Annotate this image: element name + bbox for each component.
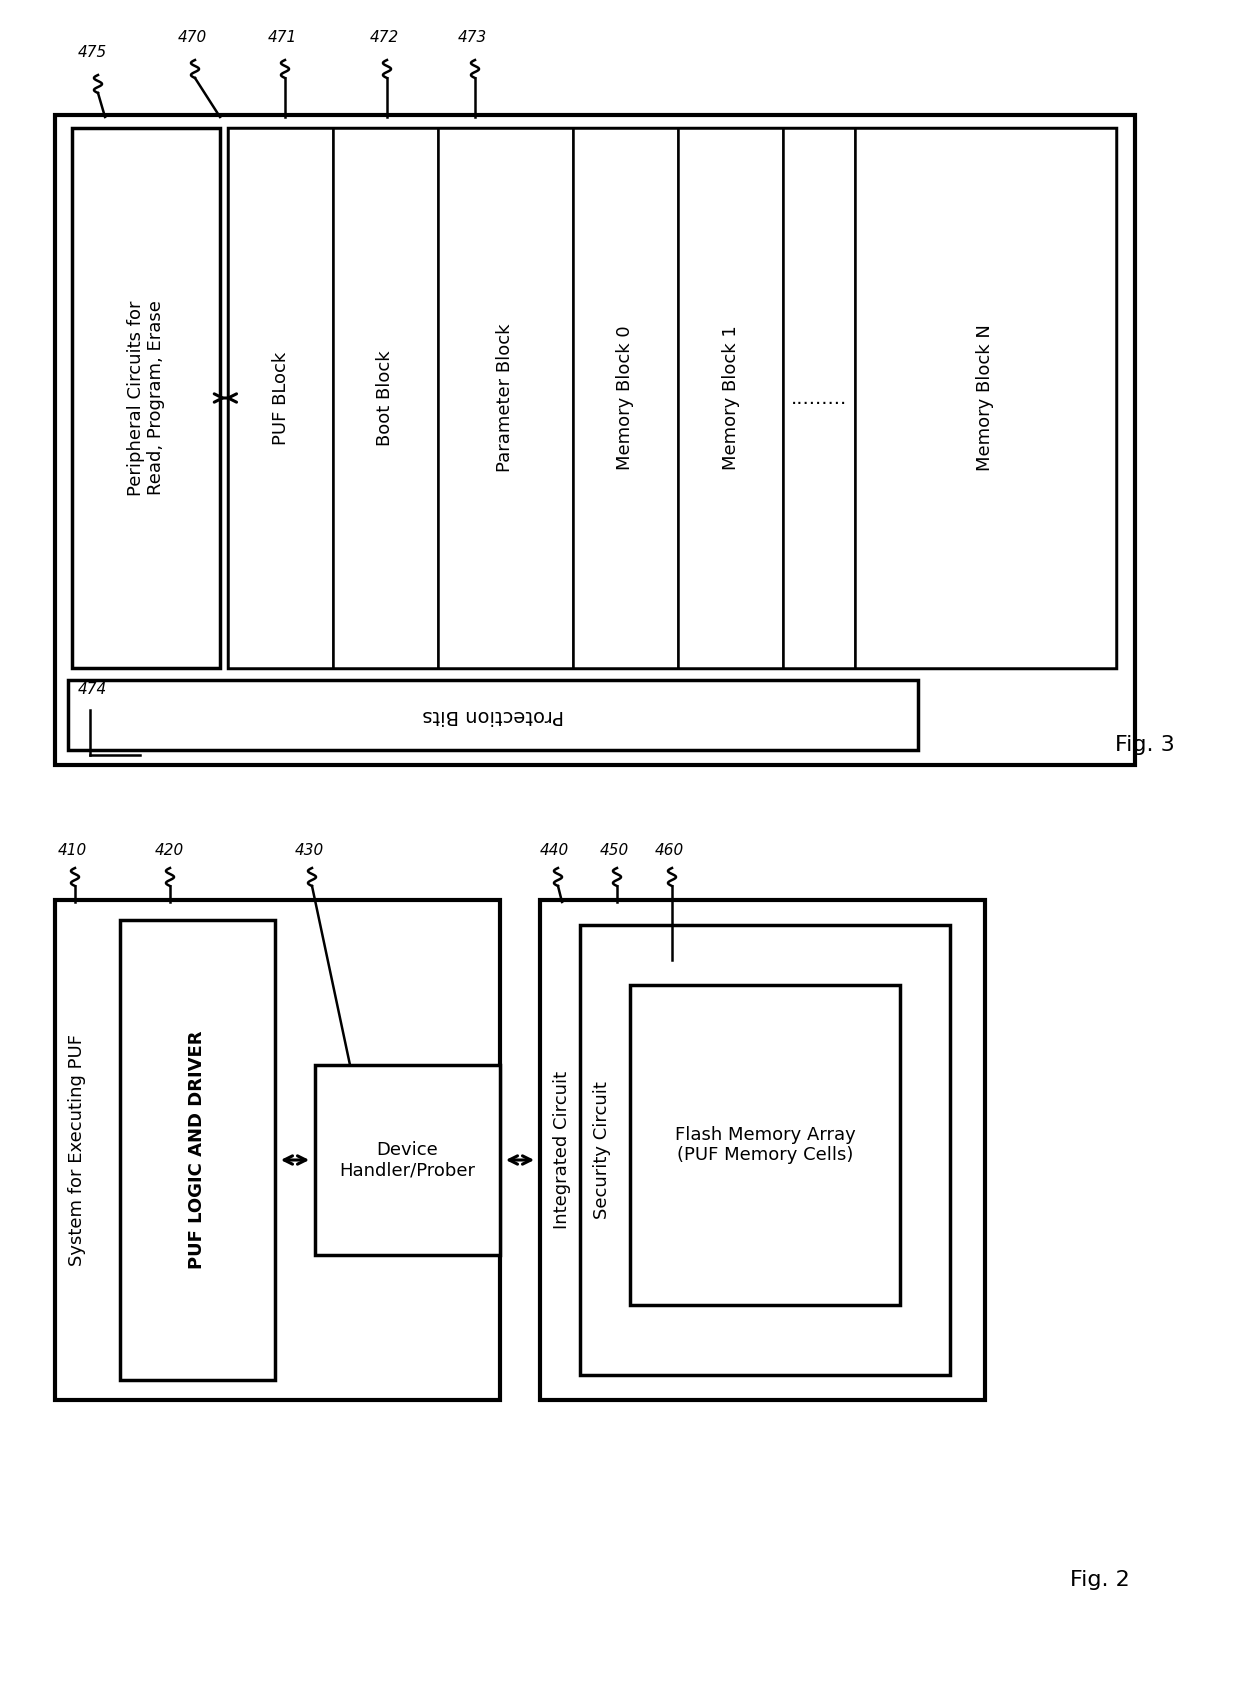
Text: Peripheral Circuits for
Read, Program, Erase: Peripheral Circuits for Read, Program, E… [126,300,165,495]
Bar [782,128,856,669]
Text: 420: 420 [155,844,185,859]
Bar [315,1064,500,1255]
Bar [580,925,950,1376]
Text: Protection Bits: Protection Bits [422,706,564,724]
Text: Device
Handler/Prober: Device Handler/Prober [340,1140,475,1179]
Bar [334,128,438,669]
Bar [573,128,678,669]
Bar [678,128,782,669]
Text: PUF LOGIC AND DRIVER: PUF LOGIC AND DRIVER [188,1031,207,1270]
Text: .........: ......... [791,389,847,408]
Text: Memory Block 0: Memory Block 0 [616,325,635,470]
Bar [228,128,334,669]
Text: 450: 450 [600,844,629,859]
Text: Fig. 3: Fig. 3 [1115,734,1174,754]
Bar [72,128,219,669]
Bar [438,128,573,669]
Text: 430: 430 [295,844,324,859]
Bar [539,899,985,1399]
Text: Parameter Block: Parameter Block [496,323,515,472]
Text: Boot Block: Boot Block [377,350,394,446]
Text: 410: 410 [58,844,87,859]
Text: 474: 474 [78,682,107,697]
Text: System for Executing PUF: System for Executing PUF [68,1034,86,1266]
Text: Flash Memory Array
(PUF Memory Cells): Flash Memory Array (PUF Memory Cells) [675,1125,856,1164]
Text: 472: 472 [370,30,399,45]
Text: Memory Block 1: Memory Block 1 [722,325,739,470]
Bar [55,899,500,1399]
Text: Fig. 2: Fig. 2 [1070,1569,1130,1590]
Bar [228,128,1116,669]
Text: 460: 460 [655,844,684,859]
Bar [120,919,275,1379]
Text: 440: 440 [539,844,569,859]
Text: 471: 471 [268,30,298,45]
Text: 473: 473 [458,30,487,45]
Text: Integrated Circuit: Integrated Circuit [553,1071,570,1229]
Bar [68,680,918,749]
Text: Memory Block N: Memory Block N [977,325,994,472]
Text: Security Circuit: Security Circuit [593,1081,611,1219]
Text: 475: 475 [78,45,107,61]
Text: 470: 470 [179,30,207,45]
Bar [630,985,900,1305]
Bar [55,115,1135,765]
Bar [856,128,1116,669]
Text: PUF BLock: PUF BLock [272,352,289,445]
